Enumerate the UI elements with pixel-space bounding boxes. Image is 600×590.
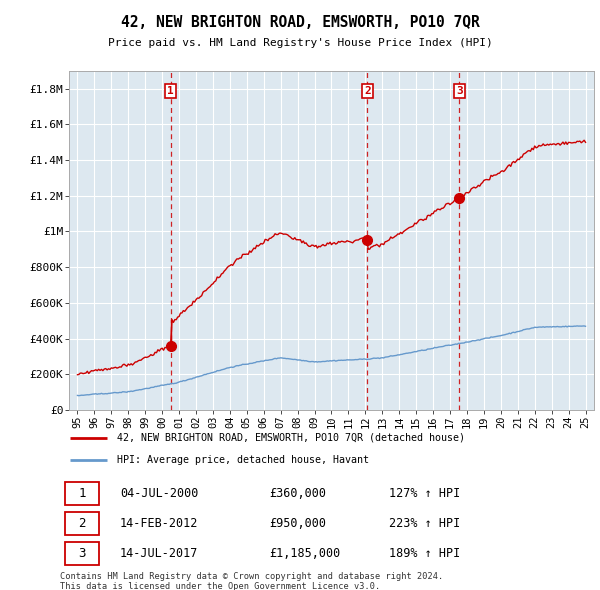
Text: 2: 2 — [364, 86, 371, 96]
Text: 223% ↑ HPI: 223% ↑ HPI — [389, 517, 460, 530]
FancyBboxPatch shape — [65, 512, 99, 535]
Text: Contains HM Land Registry data © Crown copyright and database right 2024.: Contains HM Land Registry data © Crown c… — [60, 572, 443, 581]
Text: 04-JUL-2000: 04-JUL-2000 — [120, 487, 199, 500]
Text: 2: 2 — [79, 517, 86, 530]
Text: HPI: Average price, detached house, Havant: HPI: Average price, detached house, Hava… — [118, 455, 370, 466]
Text: 14-FEB-2012: 14-FEB-2012 — [120, 517, 199, 530]
Text: 1: 1 — [167, 86, 174, 96]
Text: 14-JUL-2017: 14-JUL-2017 — [120, 548, 199, 560]
Text: This data is licensed under the Open Government Licence v3.0.: This data is licensed under the Open Gov… — [60, 582, 380, 590]
Text: £950,000: £950,000 — [269, 517, 326, 530]
Text: Price paid vs. HM Land Registry's House Price Index (HPI): Price paid vs. HM Land Registry's House … — [107, 38, 493, 48]
Text: 189% ↑ HPI: 189% ↑ HPI — [389, 548, 460, 560]
Text: 42, NEW BRIGHTON ROAD, EMSWORTH, PO10 7QR: 42, NEW BRIGHTON ROAD, EMSWORTH, PO10 7Q… — [121, 15, 479, 30]
FancyBboxPatch shape — [65, 482, 99, 505]
Text: £1,185,000: £1,185,000 — [269, 548, 340, 560]
FancyBboxPatch shape — [65, 542, 99, 565]
Text: 42, NEW BRIGHTON ROAD, EMSWORTH, PO10 7QR (detached house): 42, NEW BRIGHTON ROAD, EMSWORTH, PO10 7Q… — [118, 432, 466, 442]
Text: 3: 3 — [79, 548, 86, 560]
Text: 3: 3 — [456, 86, 463, 96]
Text: 127% ↑ HPI: 127% ↑ HPI — [389, 487, 460, 500]
Text: £360,000: £360,000 — [269, 487, 326, 500]
Text: 1: 1 — [79, 487, 86, 500]
